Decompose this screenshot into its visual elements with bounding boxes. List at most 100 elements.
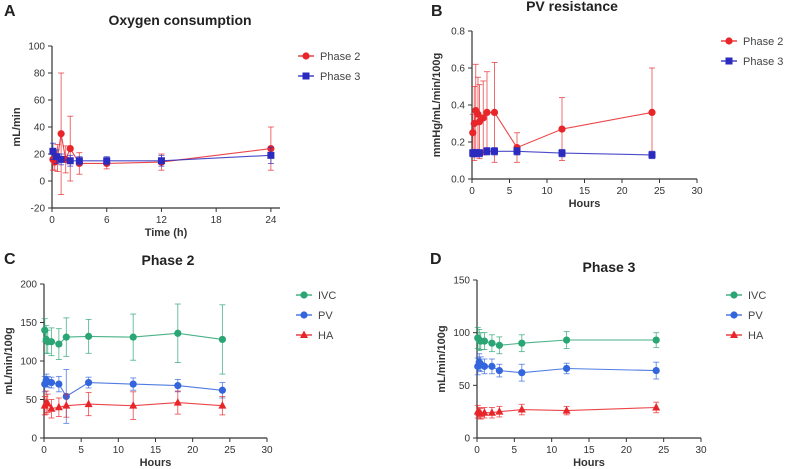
y-tick-label: 0.6 (451, 64, 465, 75)
x-tick-label: 25 (654, 186, 666, 197)
y-tick-label: 100 (20, 357, 37, 368)
data-point (85, 332, 93, 340)
data-point (483, 108, 491, 116)
data-point (218, 335, 226, 344)
data-point (652, 336, 660, 344)
legend-marker (300, 311, 308, 319)
legend-label: IVC (318, 290, 336, 302)
data-point (47, 378, 56, 387)
data-point (66, 145, 74, 153)
y-tick-label: 80 (34, 69, 46, 80)
data-point (476, 149, 483, 157)
x-tick-label: 10 (113, 445, 125, 456)
series-phase-2 (49, 72, 275, 195)
data-point (53, 153, 61, 161)
x-axis-label: Time (h) (145, 227, 188, 239)
data-point (518, 339, 526, 347)
x-tick-label: 12 (156, 215, 168, 226)
chart-title: Oxygen consumption (108, 12, 251, 28)
data-point (563, 336, 571, 344)
data-point (488, 362, 496, 370)
series-ivc (474, 326, 660, 355)
series-ivc (41, 303, 226, 375)
x-tick-label: 5 (512, 445, 518, 456)
y-tick-label: 100 (453, 328, 470, 339)
legend-marker (300, 291, 308, 299)
panel-c: C Phase 2 0 50 100 150 200 0 5 10 15 20 25 30 Hours mL/… (3, 251, 336, 469)
x-tick-label: 15 (583, 445, 595, 456)
series-phase-3 (49, 142, 275, 167)
legend-entry: Phase 2 (721, 36, 783, 48)
legend-label: Phase 2 (320, 51, 360, 63)
panel-letter: B (431, 3, 443, 20)
data-point (66, 157, 74, 165)
data-point (488, 339, 496, 347)
data-point (652, 366, 660, 375)
legend-marker (300, 330, 308, 338)
legend-marker (730, 330, 738, 338)
y-tick-label: 0.0 (451, 175, 465, 186)
x-tick-label: 0 (49, 215, 55, 226)
legend-label: HA (748, 330, 764, 342)
x-tick-label: 5 (507, 186, 513, 197)
x-tick-label: 30 (261, 445, 273, 456)
x-tick-label: 25 (658, 445, 670, 456)
data-point (43, 398, 52, 407)
data-point (47, 338, 56, 346)
legend-marker (302, 52, 310, 60)
legend-label: Phase 3 (743, 56, 783, 68)
y-tick-label: 0.8 (451, 27, 465, 38)
legend-label: Phase 3 (320, 71, 360, 83)
data-point (563, 364, 571, 373)
y-tick-label: 20 (34, 150, 46, 161)
legend-marker (725, 37, 733, 45)
chart-title: Phase 2 (142, 252, 195, 268)
legend-label: PV (748, 310, 763, 322)
y-tick-label: 0 (464, 434, 470, 445)
y-tick-label: 0 (31, 434, 37, 445)
data-point (129, 333, 137, 341)
data-point (47, 404, 56, 412)
y-tick-label: -20 (31, 204, 46, 215)
data-point (558, 125, 566, 133)
data-point (57, 155, 65, 163)
data-point (55, 380, 63, 388)
y-tick-label: 60 (34, 96, 46, 107)
series-phase-2 (469, 62, 656, 163)
series-ha (40, 390, 227, 420)
legend-entry: Phase 2 (298, 51, 360, 63)
data-point (174, 382, 182, 390)
x-tick-label: 0 (469, 186, 475, 197)
data-point (648, 151, 656, 159)
legend-marker (725, 57, 733, 65)
data-point (173, 398, 182, 406)
legend-label: Phase 2 (743, 36, 783, 48)
y-tick-label: 40 (34, 123, 46, 134)
y-tick-label: 50 (459, 381, 471, 392)
data-point (129, 401, 138, 409)
panel-letter: D (430, 251, 442, 268)
data-point (54, 402, 63, 411)
y-tick-label: 50 (26, 395, 38, 406)
data-point (518, 369, 526, 377)
x-tick-label: 24 (265, 215, 277, 226)
legend-entry: IVC (296, 290, 336, 302)
legend-entry: Phase 3 (298, 71, 360, 83)
y-tick-label: 0.4 (451, 101, 465, 112)
x-tick-label: 6 (104, 215, 110, 226)
legend-marker (730, 291, 738, 299)
data-point (648, 108, 656, 116)
x-axis-label: Hours (573, 457, 605, 469)
x-axis-label: Hours (140, 457, 172, 469)
legend-entry: PV (296, 310, 333, 322)
data-point (174, 329, 182, 337)
data-point (562, 406, 571, 414)
y-tick-label: 100 (28, 42, 45, 53)
data-point (57, 130, 65, 138)
y-axis-label: mL/min/100g (436, 325, 448, 392)
panel-letter: A (4, 3, 16, 20)
x-tick-label: 10 (541, 186, 553, 197)
data-point (157, 157, 165, 165)
